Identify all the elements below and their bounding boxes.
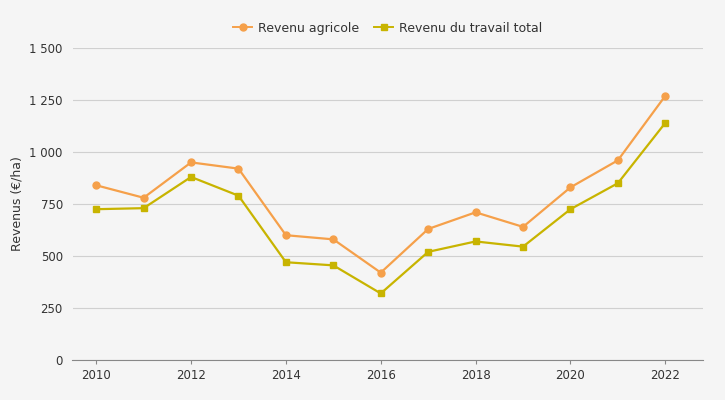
Revenu du travail total (661, 120, 670, 125)
Revenu du travail total (281, 260, 290, 265)
Revenu agricole (281, 233, 290, 238)
Revenu du travail total (234, 193, 243, 198)
Revenu agricole (424, 226, 433, 231)
Revenu agricole (566, 185, 575, 190)
Revenu agricole (661, 94, 670, 98)
Revenu du travail total (566, 207, 575, 212)
Line: Revenu agricole: Revenu agricole (93, 92, 668, 276)
Legend: Revenu agricole, Revenu du travail total: Revenu agricole, Revenu du travail total (228, 17, 547, 40)
Revenu agricole (234, 166, 243, 171)
Revenu agricole (329, 237, 338, 242)
Revenu agricole (376, 270, 385, 275)
Revenu du travail total (139, 206, 148, 210)
Revenu du travail total (92, 207, 101, 212)
Line: Revenu du travail total: Revenu du travail total (93, 120, 668, 297)
Revenu agricole (139, 195, 148, 200)
Revenu agricole (613, 158, 622, 163)
Revenu du travail total (613, 181, 622, 186)
Revenu du travail total (471, 239, 480, 244)
Y-axis label: Revenus (€/ha): Revenus (€/ha) (11, 156, 24, 252)
Revenu agricole (518, 224, 527, 229)
Revenu du travail total (376, 291, 385, 296)
Revenu agricole (187, 160, 196, 165)
Revenu agricole (92, 183, 101, 188)
Revenu du travail total (424, 250, 433, 254)
Revenu du travail total (329, 263, 338, 268)
Revenu du travail total (518, 244, 527, 249)
Revenu agricole (471, 210, 480, 215)
Revenu du travail total (187, 174, 196, 179)
